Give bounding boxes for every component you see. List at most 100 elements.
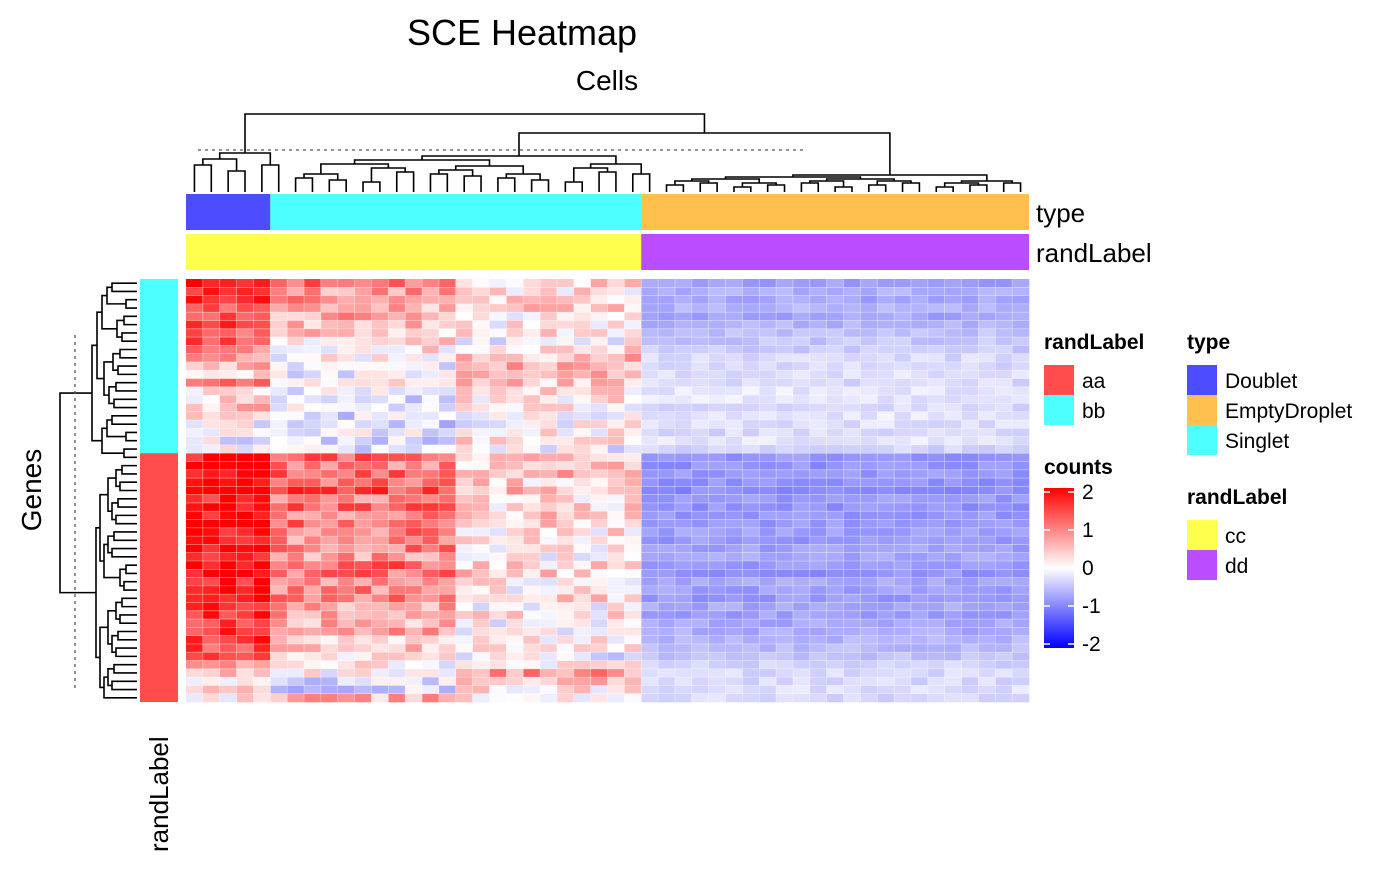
- heatmap-cell: [438, 561, 457, 570]
- heatmap-cell: [556, 685, 575, 694]
- column-dendrogram-branch: [733, 186, 752, 192]
- heatmap-cell: [877, 635, 895, 645]
- heatmap-cell: [843, 511, 861, 520]
- heatmap-cell: [219, 544, 237, 553]
- heatmap-cell: [674, 420, 693, 429]
- heatmap-cell: [759, 312, 777, 321]
- heatmap-cell: [658, 428, 676, 437]
- heatmap-cell: [877, 527, 895, 537]
- heatmap-cell: [573, 453, 591, 462]
- heatmap-cell: [320, 403, 339, 412]
- heatmap-cell: [894, 478, 912, 487]
- heatmap-cell: [691, 469, 709, 479]
- heatmap-cell: [1012, 536, 1030, 545]
- heatmap-cell: [843, 411, 861, 421]
- heatmap-cell: [624, 536, 642, 545]
- heatmap-cell: [556, 303, 575, 313]
- heatmap-cell: [320, 303, 339, 313]
- heatmap-cell: [202, 303, 221, 313]
- heatmap-cell: [641, 287, 659, 296]
- heatmap-cell: [742, 303, 760, 313]
- column-dendrogram-branch: [227, 170, 246, 192]
- heatmap-cell: [843, 502, 861, 512]
- heatmap-cell: [708, 619, 726, 628]
- heatmap-cell: [270, 610, 288, 620]
- heatmap-cell: [641, 469, 659, 479]
- heatmap-cell: [1012, 295, 1030, 305]
- heatmap-cell: [658, 303, 676, 313]
- heatmap-cell: [978, 320, 996, 330]
- heatmap-cell: [860, 420, 878, 429]
- heatmap-cell: [624, 420, 642, 429]
- heatmap-cell: [910, 428, 929, 437]
- heatmap-cell: [455, 569, 473, 578]
- heatmap-cell: [776, 320, 794, 330]
- heatmap-cell: [995, 461, 1013, 471]
- heatmap-cell: [708, 677, 726, 686]
- heatmap-cell: [438, 386, 457, 396]
- heatmap-cell: [523, 453, 541, 462]
- heatmap-cell: [320, 585, 339, 595]
- heatmap-cell: [506, 328, 524, 338]
- heatmap-cell: [708, 420, 726, 429]
- heatmap-cell: [186, 436, 204, 446]
- heatmap-cell: [253, 395, 271, 404]
- row-dendrogram-branch: [125, 564, 137, 575]
- heatmap-cell: [742, 677, 760, 686]
- heatmap-cell: [438, 461, 457, 471]
- heatmap-cell: [860, 461, 878, 471]
- heatmap-cell: [860, 328, 878, 338]
- heatmap-cell: [691, 561, 709, 570]
- heatmap-cell: [995, 295, 1013, 305]
- heatmap-cell: [506, 386, 524, 396]
- heatmap-cell: [371, 478, 389, 487]
- heatmap-cell: [759, 461, 777, 471]
- heatmap-cell: [523, 643, 541, 653]
- heatmap-cell: [658, 635, 676, 645]
- heatmap-cell: [590, 577, 608, 587]
- heatmap-cell: [674, 610, 693, 620]
- heatmap-cell: [691, 353, 709, 363]
- heatmap-cell: [1012, 403, 1030, 412]
- heatmap-cell: [961, 337, 979, 346]
- heatmap-cell: [860, 619, 878, 628]
- heatmap-cell: [405, 610, 423, 620]
- heatmap-cell: [978, 403, 996, 412]
- heatmap-cell: [624, 328, 642, 338]
- column-dendrogram-branch: [868, 184, 887, 192]
- heatmap-cell: [1012, 420, 1030, 429]
- heatmap-cell: [270, 312, 288, 321]
- heatmap-cell: [236, 287, 254, 296]
- heatmap-cell: [658, 502, 676, 512]
- row-title: Genes: [16, 449, 47, 532]
- heatmap-cell: [253, 337, 271, 346]
- heatmap-cell: [202, 420, 221, 429]
- heatmap-cell: [354, 386, 372, 396]
- heatmap-cell: [590, 420, 608, 429]
- heatmap-cell: [658, 312, 676, 321]
- heatmap-cell: [607, 677, 625, 686]
- heatmap-cell: [489, 478, 507, 487]
- heatmap-cell: [927, 386, 945, 396]
- heatmap-cell: [253, 436, 271, 446]
- heatmap-cell: [978, 345, 996, 354]
- heatmap-cell: [624, 469, 642, 479]
- heatmap-cell: [826, 527, 844, 537]
- heatmap-cell: [270, 444, 288, 454]
- heatmap-cell: [927, 544, 945, 553]
- heatmap-cell: [219, 652, 237, 661]
- heatmap-cell: [304, 353, 322, 363]
- heatmap-cell: [287, 610, 305, 620]
- heatmap-cell: [927, 461, 945, 471]
- heatmap-cell: [809, 693, 827, 703]
- heatmap-cell: [540, 370, 558, 379]
- heatmap-cell: [523, 328, 541, 338]
- heatmap-cell: [438, 428, 457, 437]
- heatmap-cell: [337, 469, 355, 479]
- heatmap-cell: [219, 660, 237, 670]
- heatmap-cell: [910, 569, 929, 578]
- heatmap-cell: [691, 312, 709, 321]
- heatmap-cell: [792, 577, 811, 587]
- heatmap-cell: [202, 585, 221, 595]
- heatmap-cell: [253, 279, 271, 288]
